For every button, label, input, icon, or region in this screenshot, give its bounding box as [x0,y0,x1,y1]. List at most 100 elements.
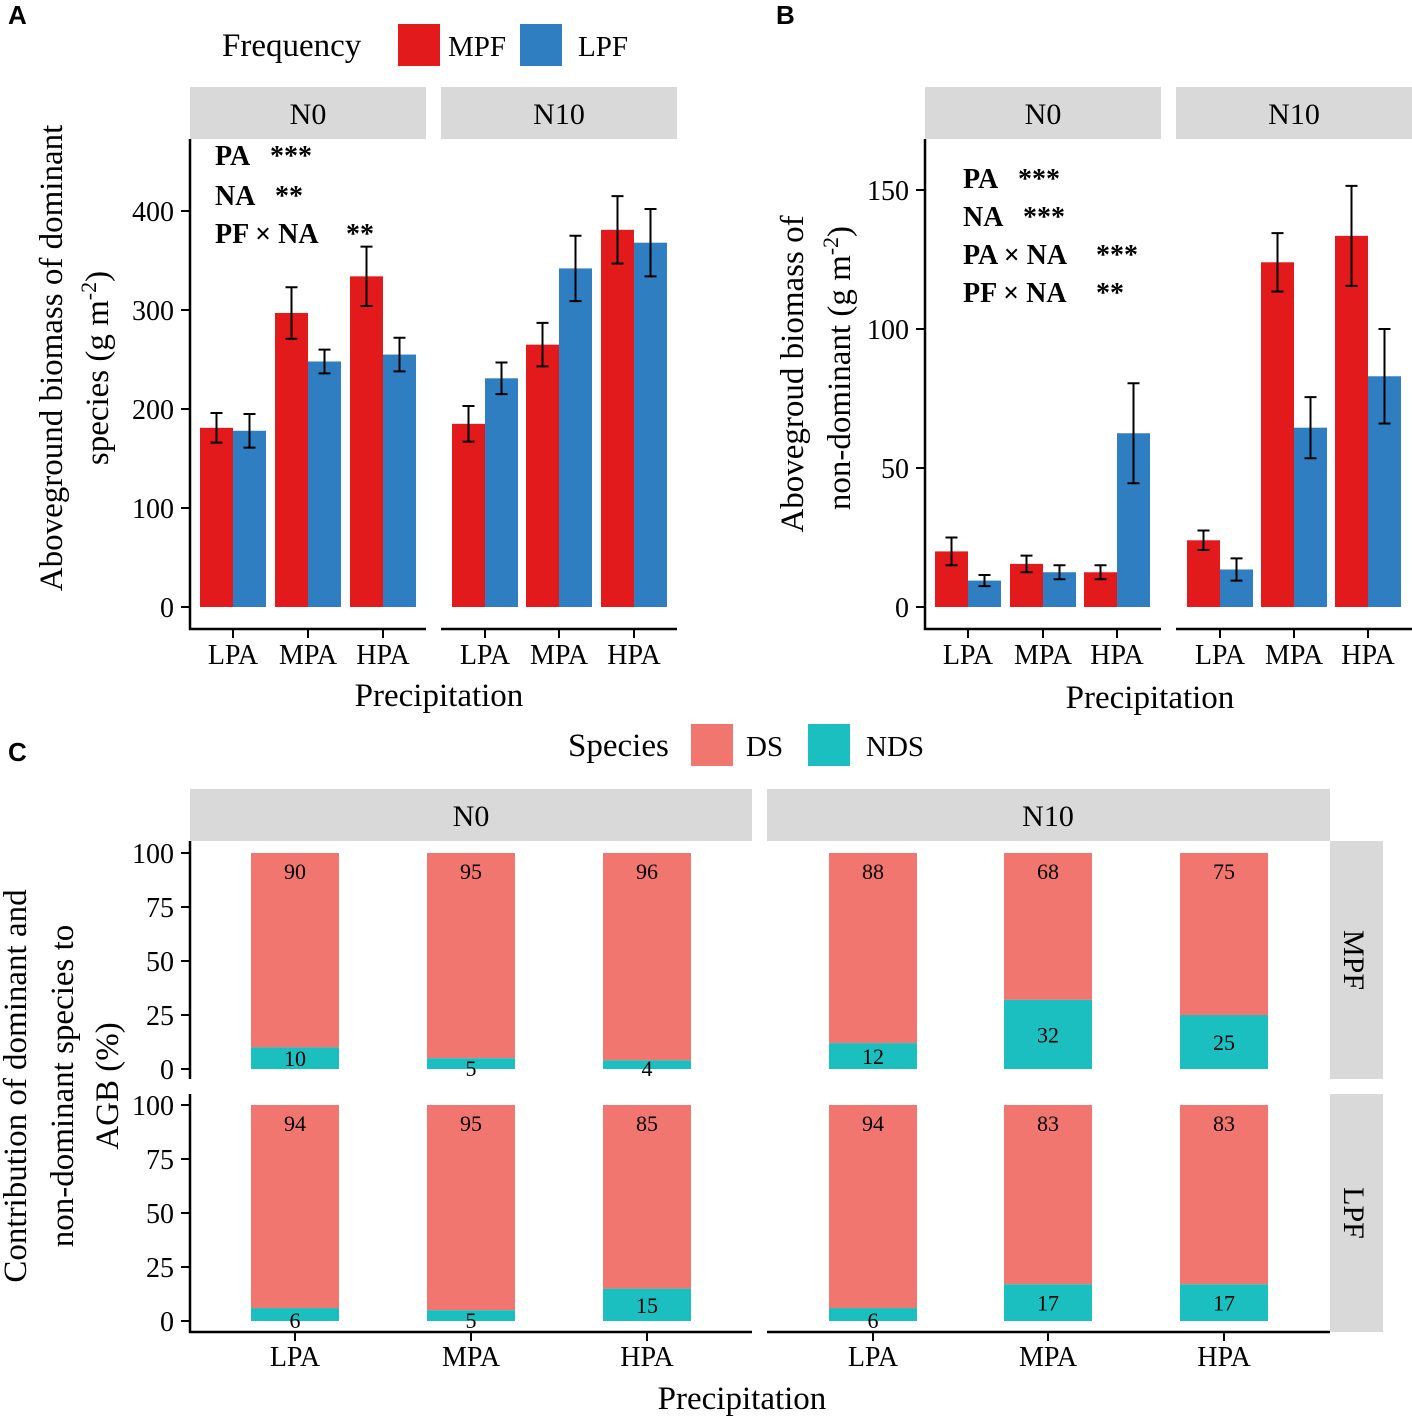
panel-b-y-title-line2: non-dominant (g m-2) [818,226,858,510]
legend-label-lpf: LPF [578,31,628,63]
panel-c-y-title-line1: Contribution of dominant and [0,889,34,1283]
panel-a-annotations: PA *** NA ** PF × NA ** [215,141,374,250]
panel-a-n0-hpa-mpf-errorbar [360,245,373,308]
panel-c-lpf-n10-lpa-nds-bar [829,1308,917,1321]
legend-frequency-title: Frequency [222,28,362,64]
panel-c-lpf-n0-mpa-ds-label: 95 [460,1111,482,1136]
panel-c-mpf-ytick-label-0: 0 [160,1055,174,1086]
panel-b-strip-n0-label: N0 [1025,98,1062,131]
panel-c-mpf-n10-mpa-nds-label: 32 [1037,1022,1059,1047]
panel-a-annot-term-1: NA [215,181,256,212]
panel-a-ytick-label-1: 100 [132,494,174,525]
panel-a-n10-xtick-label-mpa: MPA [530,640,589,671]
panel-c-mpf-ytick-label-4: 100 [132,839,174,870]
panel-a-strip-n0-label: N0 [290,98,327,131]
panel-b-n0-hpa-lpf-errorbar [1127,382,1140,485]
panel-c-lpf-ytick-label-3: 75 [146,1145,174,1176]
panel-c-mpf-ytick-label-2: 50 [146,947,174,978]
panel-a-n0-mpa-mpf-bar [275,312,308,607]
panel-b-strip-n10-label: N10 [1268,98,1320,131]
panel-b-bars [935,184,1401,607]
panel-b-n0-axes [923,139,1161,631]
panel-c-lpf-n0-mpa-ds-bar [427,1105,515,1311]
panel-a-annot-term-0: PA [215,141,251,172]
panel-c-strip-mpf-label: MPF [1337,930,1370,990]
legend-species-title: Species [568,728,669,764]
panel-a-n0-lpa-mpf-errorbar [210,411,223,444]
panel-c-strip-n10-label: N10 [1022,800,1074,833]
panel-c-x-title: Precipitation [658,1381,827,1417]
panel-c-mpf-n10-mpa-ds-label: 68 [1037,859,1059,884]
panel-b-y-title-close: ) [822,226,858,237]
panel-c-mpf-n0-lpa-nds-label: 10 [284,1046,306,1071]
panel-a-n0-lpa-lpf-bar [233,430,266,607]
panel-c-mpf-n0-hpa-nds-label: 4 [642,1056,653,1081]
panel-a-y-title-line2-main: species (g m [80,300,116,465]
panel-b-strip-n10 [1176,87,1412,139]
panel-c-lpf-n0-hpa-nds-label: 15 [636,1293,658,1318]
panel-a-n10-mpa-lpf-errorbar [569,234,582,303]
panel-c-lpf-n10-lpa-nds-label: 6 [868,1308,879,1333]
panel-a-x-title: Precipitation [355,678,524,714]
panel-c-mpf-n0-mpa-nds-bar [427,1058,515,1069]
panel-c-n0-xtick-label-hpa: HPA [620,1342,674,1373]
panel-b-annot-sig-1: *** [1023,202,1065,233]
panel-a-annot-sig-2: ** [346,219,374,250]
panel-a-y-ticks: 0 100 200 300 400 [132,197,190,624]
panel-c-strip-lpf-label: LPF [1337,1187,1370,1239]
panel-a-ytick-label-4: 400 [132,197,174,228]
panel-b-annot-term-3: PF × NA [963,278,1067,309]
panel-b-n0-hpa-mpf-errorbar [1094,564,1107,581]
panel-a-n10-mpa-mpf-bar [526,344,559,607]
panel-b-x-ticks: LPA MPA HPA LPA MPA HPA [943,629,1395,671]
panel-c-y-ticks: 0 25 50 75 100 0 25 50 75 100 [132,839,190,1338]
panel-a-n10-hpa-lpf-bar [634,242,667,607]
panel-c-mpf-n0-hpa-ds-label: 96 [636,859,658,884]
panel-c-n10-xtick-label-lpa: LPA [848,1342,899,1373]
panel-a-y-title-line2: species (g m-2) [76,271,116,465]
panel-b-n10-lpa-lpf-errorbar [1230,557,1243,582]
panel-c-mpf-n0-hpa-ds-bar [603,853,691,1061]
panel-c-lpf-ytick-label-1: 25 [146,1253,174,1284]
panel-a-n10-mpa-lpf-bar [559,268,592,607]
panel-b-n10-lpa-mpf-errorbar [1197,529,1210,552]
panel-c-y-title-line2: non-dominant species to [45,925,81,1248]
panel-c-mpf-n10-hpa-ds-label: 75 [1213,859,1235,884]
panel-a-annot-term-2: PF × NA [215,219,319,250]
panel-a: A Frequency MPF LPF N0 N10 0 100 200 300 [8,0,677,714]
panel-c-lpf-n0-axes [188,1094,752,1334]
panel-b-ytick-label-2: 100 [867,315,909,346]
panel-b-strip-n0 [925,87,1161,139]
panel-b-n10-mpa-mpf-errorbar [1271,232,1284,293]
panel-a-n10-lpa-lpf-bar [485,378,518,607]
panel-a-annot-sig-0: *** [270,141,312,172]
panel-c-n0-xtick-label-lpa: LPA [270,1342,321,1373]
panel-c-mpf-n10-mpa-ds-bar [1004,853,1092,1000]
panel-a-letter: A [8,0,27,30]
panel-b-annot-sig-2: *** [1096,240,1138,271]
panel-b-n10-hpa-mpf-bar [1335,235,1368,607]
panel-c-lpf-n10-mpa-nds-label: 17 [1037,1291,1059,1316]
panel-a-n0-hpa-lpf-errorbar [393,336,406,373]
panel-b-annot-sig-3: ** [1096,278,1124,309]
panel-c-lpf-n0-lpa-nds-bar [251,1308,339,1321]
panel-a-n10-xtick-label-hpa: HPA [607,640,661,671]
panel-a-n0-xtick-label-hpa: HPA [356,640,410,671]
panel-b-y-ticks: 0 50 100 150 [867,176,925,624]
panel-c-mpf-n0-hpa-nds-bar [603,1060,691,1069]
panel-b-n10-hpa-mpf-errorbar [1345,184,1358,287]
panel-c-mpf-n10-hpa-nds-bar [1180,1015,1268,1069]
legend-label-mpf: MPF [448,31,506,63]
panel-a-ytick-label-2: 200 [132,395,174,426]
panel-a-n10-hpa-mpf-errorbar [611,195,624,265]
panel-b-n10-mpa-mpf-bar [1261,262,1294,607]
panel-c-mpf-n0-lpa-ds-label: 90 [284,859,306,884]
panel-c: C Species DS NDS N0 N10 MPF LPF 0 2 [0,724,1383,1417]
panel-a-n0-axes [188,139,426,631]
panel-b-annot-term-0: PA [963,164,999,195]
panel-a-n10-lpa-mpf-errorbar [462,405,475,443]
panel-c-strip-lpf [1330,1094,1383,1332]
legend-swatch-lpf [520,24,562,66]
panel-a-n0-mpa-lpf-bar [308,361,341,607]
panel-a-n0-lpa-lpf-errorbar [243,412,256,449]
